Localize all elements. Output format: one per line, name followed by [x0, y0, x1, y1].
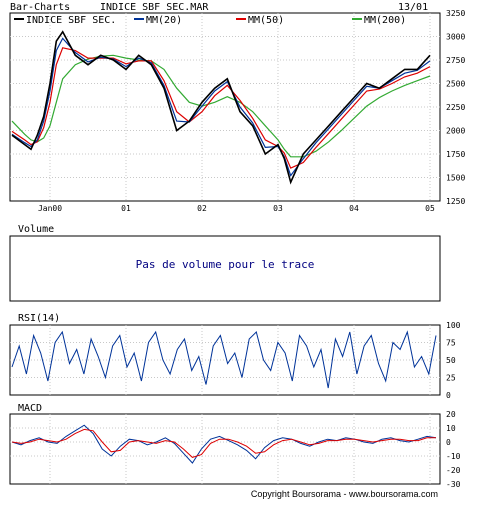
legend-label: MM(50)	[248, 15, 284, 26]
price-x-tick-label: Jan00	[38, 204, 62, 213]
rsi-y-tick-label: 75	[446, 339, 456, 348]
macd-title: MACD	[18, 403, 42, 414]
macd-y-tick-label: -30	[446, 480, 461, 489]
legend-label: MM(20)	[146, 15, 182, 26]
price-y-tick-label: 2000	[446, 127, 465, 136]
rsi-line	[11, 330, 437, 389]
price-x-tick-label: 05	[425, 204, 435, 213]
macd-y-tick-label: -20	[446, 466, 461, 475]
macd-y-tick-label: 10	[446, 424, 456, 433]
macd-line-signal	[11, 428, 436, 458]
copyright: Copyright Boursorama - www.boursorama.co…	[251, 489, 438, 499]
volume-title: Volume	[18, 224, 54, 235]
price-y-tick-label: 1750	[446, 150, 465, 159]
macd-line-macd	[11, 424, 437, 464]
price-panel	[9, 12, 441, 202]
price-y-tick-label: 3000	[446, 33, 465, 42]
price-series	[11, 30, 431, 185]
price-x-ticks: Jan00 01 02 03 04 05	[38, 204, 435, 213]
price-grid	[10, 13, 440, 201]
macd-y-ticks: 20 10 0 -10 -20 -30	[446, 410, 461, 489]
rsi-series	[11, 330, 437, 389]
price-x-tick-label: 01	[121, 204, 131, 213]
macd-y-tick-label: 20	[446, 410, 456, 419]
legend-label: INDICE SBF SEC.	[26, 15, 116, 26]
instrument-title: INDICE SBF SEC.MAR	[100, 2, 209, 13]
rsi-y-ticks: 0 25 50 75 100	[446, 321, 461, 400]
rsi-y-tick-label: 100	[446, 321, 461, 330]
volume-message: Pas de volume pour le trace	[136, 258, 315, 271]
price-x-tick-label: 04	[349, 204, 359, 213]
date-label: 13/01	[398, 2, 428, 13]
price-y-tick-label: 2750	[446, 56, 465, 65]
macd-y-tick-label: -10	[446, 452, 461, 461]
series-line-mm50	[11, 47, 431, 169]
macd-panel	[9, 413, 441, 485]
series-line-mm20	[11, 37, 431, 177]
rsi-y-tick-label: 50	[446, 356, 456, 365]
price-x-tick-label: 03	[273, 204, 283, 213]
price-y-tick-label: 2250	[446, 103, 465, 112]
macd-y-tick-label: 0	[446, 438, 451, 447]
price-y-tick-label: 2500	[446, 80, 465, 89]
price-y-tick-label: 1250	[446, 197, 465, 206]
macd-series	[11, 424, 437, 464]
volume-panel	[9, 235, 441, 302]
legend-label: MM(200)	[364, 15, 406, 26]
legend: INDICE SBF SEC. MM(20) MM(50) MM(200)	[14, 15, 406, 26]
rsi-y-tick-label: 0	[446, 391, 451, 400]
app-label: Bar-Charts	[10, 2, 70, 13]
price-y-tick-label: 3250	[446, 9, 465, 18]
rsi-y-tick-label: 25	[446, 374, 456, 383]
rsi-title: RSI(14)	[18, 313, 60, 324]
price-x-tick-label: 02	[197, 204, 207, 213]
rsi-panel	[9, 324, 441, 396]
series-line-price	[11, 30, 431, 185]
price-y-ticks: 1250 1500 1750 2000 2250 2500 2750 3000 3250	[446, 9, 465, 206]
price-y-tick-label: 1500	[446, 174, 465, 183]
